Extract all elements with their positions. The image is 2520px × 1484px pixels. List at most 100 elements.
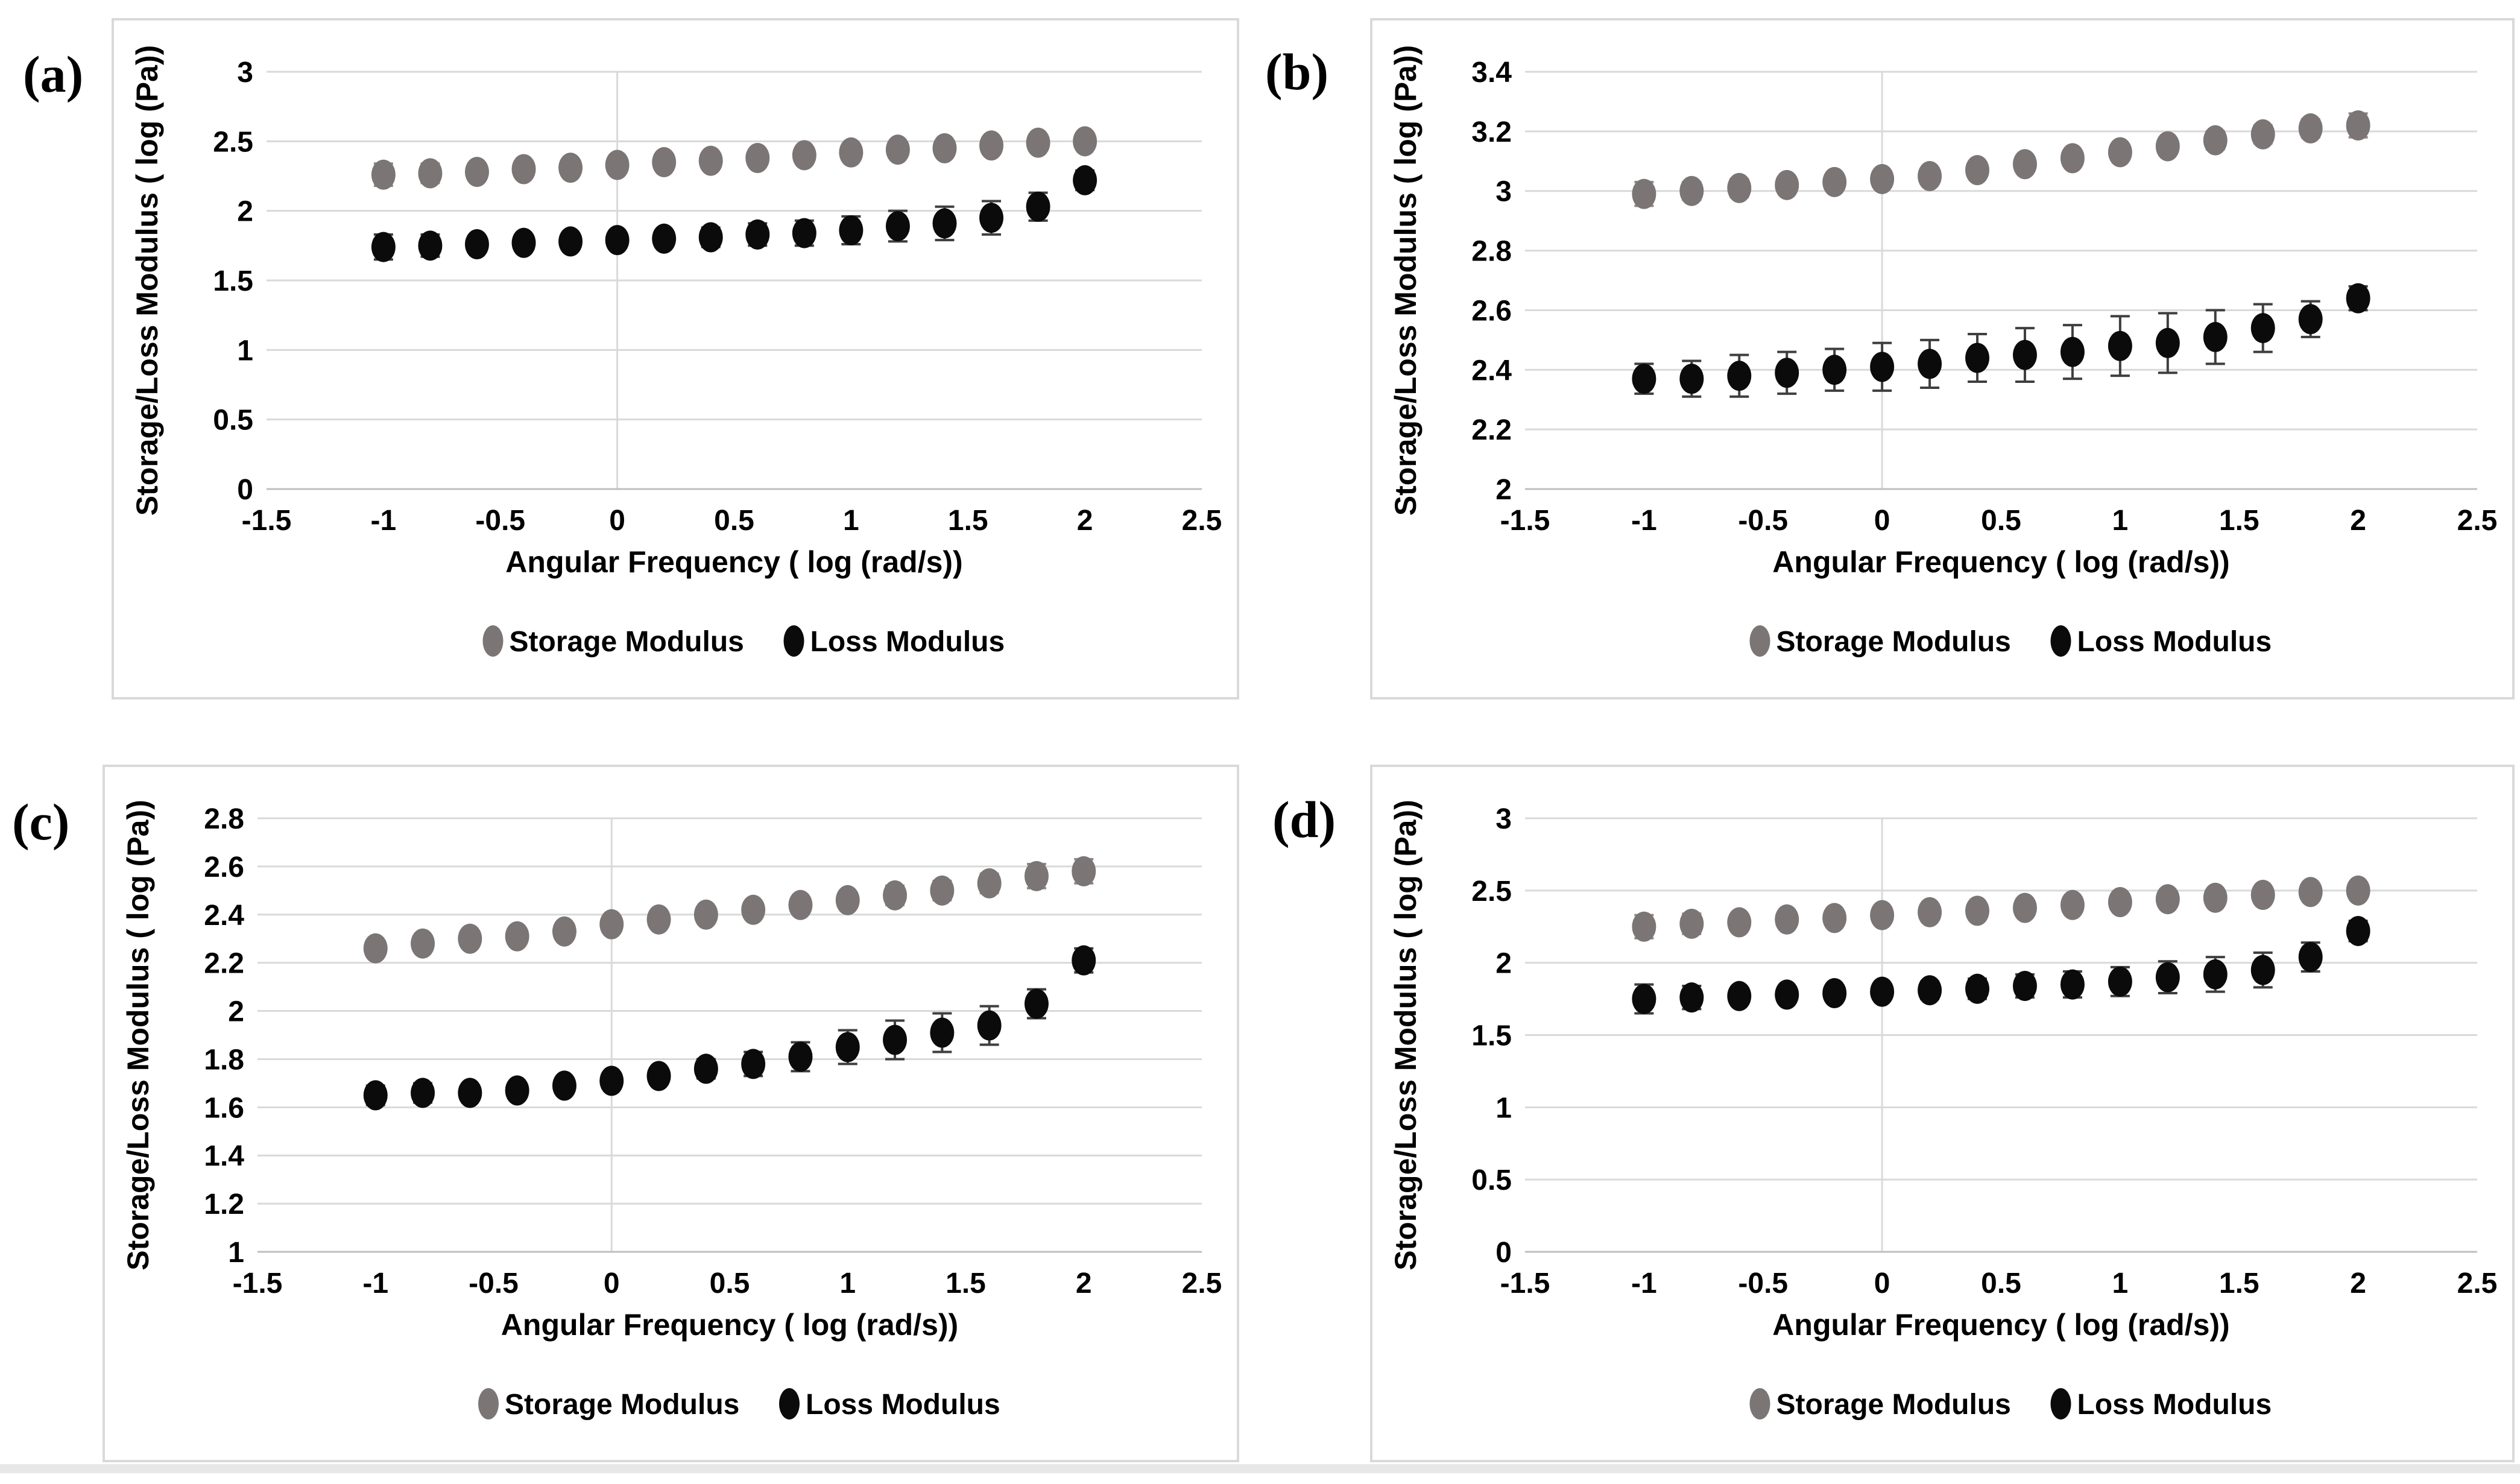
y-tick-label: 2.8 bbox=[1471, 236, 1512, 268]
storage-marker bbox=[1072, 856, 1096, 886]
storage-marker bbox=[2108, 887, 2132, 918]
loss-marker bbox=[1870, 352, 1895, 382]
y-tick-label: 1.5 bbox=[1471, 1020, 1512, 1052]
storage-marker bbox=[1727, 907, 1752, 938]
storage-marker bbox=[1632, 911, 1656, 942]
loss-series bbox=[1632, 283, 2370, 398]
loss-marker bbox=[1073, 165, 1097, 195]
legend-storage-icon bbox=[1749, 625, 1770, 657]
loss-marker bbox=[1026, 191, 1050, 222]
x-axis-title: Angular Frequency ( log (rad/s)) bbox=[1772, 1308, 2229, 1342]
storage-marker bbox=[2203, 125, 2228, 156]
storage-marker bbox=[2250, 119, 2275, 150]
loss-marker bbox=[1775, 358, 1799, 388]
loss-marker bbox=[418, 230, 443, 261]
storage-marker bbox=[2012, 149, 2037, 180]
loss-marker bbox=[1072, 945, 1096, 976]
x-tick-label: 1.5 bbox=[946, 1268, 986, 1299]
storage-marker bbox=[2155, 884, 2180, 915]
loss-marker bbox=[979, 203, 1004, 233]
legend-loss-label: Loss Modulus bbox=[810, 626, 1005, 658]
storage-marker bbox=[1822, 166, 1847, 197]
y-tick-label: 2.5 bbox=[1471, 876, 1512, 908]
y-axis-title: Storage/Loss Modulus ( log (Pa)) bbox=[1389, 800, 1423, 1271]
y-tick-label: 3 bbox=[1495, 803, 1512, 835]
x-tick-label: -1 bbox=[1631, 505, 1657, 537]
x-tick-label: 0 bbox=[1874, 505, 1890, 537]
storage-marker bbox=[693, 899, 718, 930]
storage-marker bbox=[1026, 127, 1050, 158]
x-tick-label: 1 bbox=[2112, 505, 2129, 537]
loss-marker bbox=[371, 232, 396, 262]
loss-marker bbox=[605, 225, 630, 256]
y-tick-label: 2 bbox=[237, 196, 253, 228]
y-tick-label: 0 bbox=[1495, 1237, 1512, 1269]
y-tick-label: 2.4 bbox=[1471, 355, 1512, 387]
legend-storage-icon bbox=[478, 1388, 499, 1419]
x-axis-title: Angular Frequency ( log (rad/s)) bbox=[505, 545, 962, 579]
loss-marker bbox=[2346, 915, 2370, 946]
loss-marker bbox=[1918, 975, 1942, 1006]
loss-marker bbox=[458, 1078, 482, 1108]
x-tick-label: 0 bbox=[609, 505, 625, 537]
panel-b: 3.4 3.2 3 2.8 2.6 2.4 2.2 2 -1.5 -1 -0.5 0 0.5 1 1.5 2 2… bbox=[1370, 18, 2515, 699]
x-tick-label: -0.5 bbox=[1738, 1268, 1788, 1299]
loss-marker bbox=[2203, 321, 2228, 352]
storage-marker bbox=[505, 921, 529, 952]
x-axis-title: Angular Frequency ( log (rad/s)) bbox=[1772, 545, 2229, 579]
storage-marker bbox=[1822, 903, 1847, 933]
storage-marker bbox=[411, 928, 435, 959]
loss-marker bbox=[2298, 304, 2323, 335]
x-tick-label: 0.5 bbox=[1981, 1268, 2021, 1299]
loss-marker bbox=[745, 219, 770, 250]
x-tick-label: 1.5 bbox=[2219, 1268, 2259, 1299]
storage-marker bbox=[363, 933, 388, 964]
loss-marker bbox=[698, 222, 723, 253]
y-tick-label: 2.4 bbox=[204, 900, 244, 932]
storage-marker bbox=[458, 923, 482, 954]
x-tick-label: -1 bbox=[362, 1268, 388, 1299]
storage-marker bbox=[977, 868, 1002, 898]
storage-marker bbox=[2346, 110, 2370, 141]
storage-marker bbox=[2060, 143, 2085, 174]
legend-storage-label: Storage Modulus bbox=[505, 1389, 739, 1421]
x-tick-label: 1.5 bbox=[948, 505, 988, 537]
storage-marker bbox=[839, 137, 864, 168]
x-tick-label: 0 bbox=[604, 1268, 620, 1299]
storage-marker bbox=[1870, 900, 1895, 930]
x-tick-label: 2 bbox=[1076, 1268, 1092, 1299]
x-tick-label: -0.5 bbox=[1738, 505, 1788, 537]
loss-marker bbox=[1632, 984, 1656, 1014]
loss-marker bbox=[599, 1066, 624, 1096]
x-tick-label: -1 bbox=[371, 505, 397, 537]
y-tick-label: 2.8 bbox=[204, 803, 244, 835]
storage-marker bbox=[883, 880, 908, 911]
loss-marker bbox=[1727, 361, 1752, 391]
y-tick-label: 2.5 bbox=[213, 126, 253, 158]
panel-letter-d: (d) bbox=[1272, 791, 1336, 848]
x-tick-label: 0 bbox=[1874, 1268, 1890, 1299]
loss-marker bbox=[2060, 336, 2085, 367]
loss-marker bbox=[835, 1032, 860, 1062]
loss-marker bbox=[652, 223, 677, 254]
loss-marker bbox=[788, 1041, 813, 1072]
loss-marker bbox=[505, 1075, 529, 1106]
loss-marker bbox=[1679, 982, 1704, 1013]
x-tick-label: -0.5 bbox=[469, 1268, 519, 1299]
storage-marker bbox=[418, 158, 443, 189]
y-tick-label: 1 bbox=[1495, 1092, 1512, 1124]
storage-marker bbox=[745, 143, 770, 174]
loss-marker bbox=[2250, 313, 2275, 344]
storage-marker bbox=[1918, 161, 1942, 191]
loss-marker bbox=[839, 215, 864, 245]
y-tick-label: 2 bbox=[228, 996, 244, 1028]
storage-marker bbox=[646, 904, 671, 935]
y-tick-label: 0 bbox=[237, 474, 253, 506]
x-tick-label: -1.5 bbox=[233, 1268, 283, 1299]
loss-marker bbox=[2250, 955, 2275, 985]
storage-marker bbox=[371, 159, 396, 190]
loss-marker bbox=[2012, 971, 2037, 1002]
y-tick-label: 1.5 bbox=[213, 265, 253, 297]
storage-marker bbox=[1870, 163, 1895, 194]
storage-series bbox=[363, 856, 1096, 964]
